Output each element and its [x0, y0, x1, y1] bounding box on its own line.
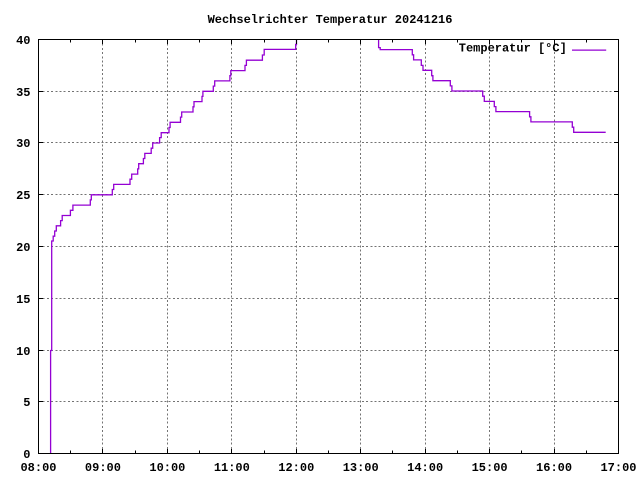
svg-text:10: 10 [16, 345, 30, 359]
svg-text:40: 40 [16, 34, 30, 48]
svg-text:Wechselrichter Temperatur 2024: Wechselrichter Temperatur 20241216 [208, 13, 453, 27]
svg-text:16:00: 16:00 [536, 461, 572, 475]
svg-text:15: 15 [16, 293, 30, 307]
svg-text:10:00: 10:00 [149, 461, 185, 475]
svg-text:5: 5 [23, 396, 30, 410]
svg-text:08:00: 08:00 [20, 461, 56, 475]
svg-text:15:00: 15:00 [472, 461, 508, 475]
svg-text:30: 30 [16, 137, 30, 151]
svg-text:17:00: 17:00 [600, 461, 636, 475]
svg-text:25: 25 [16, 189, 30, 203]
svg-text:35: 35 [16, 86, 30, 100]
svg-text:20: 20 [16, 241, 30, 255]
svg-text:Temperatur [°C]: Temperatur [°C] [459, 41, 567, 55]
svg-text:11:00: 11:00 [214, 461, 250, 475]
svg-text:09:00: 09:00 [85, 461, 121, 475]
svg-text:0: 0 [23, 448, 30, 462]
svg-text:14:00: 14:00 [407, 461, 443, 475]
svg-text:12:00: 12:00 [278, 461, 314, 475]
svg-text:13:00: 13:00 [343, 461, 379, 475]
